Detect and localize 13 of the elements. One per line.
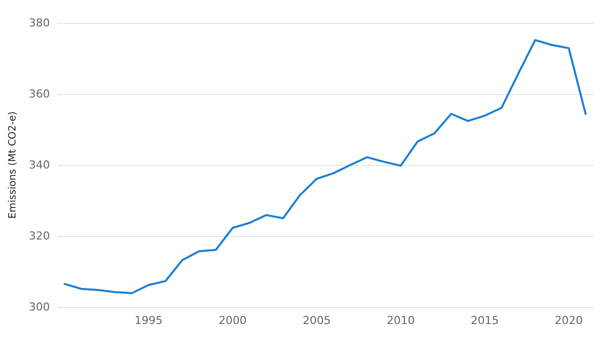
line-series bbox=[64, 39, 587, 294]
y-tick-label: 340 bbox=[28, 158, 50, 172]
y-axis-title: Emissions (Mt CO2-e) bbox=[8, 111, 18, 219]
x-tick-label: 1995 bbox=[134, 314, 163, 327]
x-tick-label: 2010 bbox=[386, 314, 415, 327]
x-tick-label: 2005 bbox=[302, 314, 331, 327]
x-tick-label: 2000 bbox=[218, 314, 247, 327]
y-tick-label: 320 bbox=[28, 230, 50, 242]
y-tick-label: 300 bbox=[28, 300, 50, 314]
y-tick-label: 360 bbox=[28, 88, 50, 100]
x-tick-label: 2015 bbox=[470, 314, 499, 327]
x-tick-label: 2020 bbox=[554, 314, 583, 327]
y-tick-label: 380 bbox=[28, 16, 50, 30]
